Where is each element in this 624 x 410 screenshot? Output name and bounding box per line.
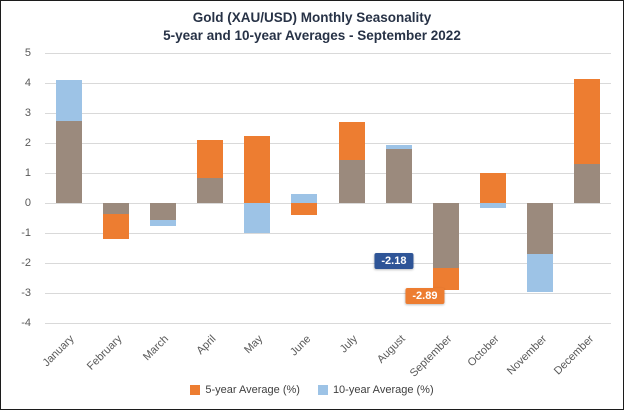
bar-segment [244, 203, 271, 233]
bar-segment [338, 122, 365, 160]
x-axis-label: July [337, 333, 361, 356]
legend-item: 10-year Average (%) [317, 384, 434, 396]
bar-segment [385, 144, 412, 149]
y-tick-label: -2 [21, 257, 31, 269]
bar-segment [55, 120, 82, 203]
gridline [45, 263, 611, 264]
bar-segment [55, 80, 82, 121]
bar-segment [574, 164, 601, 203]
gridline [45, 293, 611, 294]
legend-label: 10-year Average (%) [332, 384, 434, 396]
bar-segment [291, 194, 318, 203]
bar-segment [149, 203, 176, 220]
x-axis-label: April [194, 333, 219, 358]
chart-subtitle: 5-year and 10-year Averages - September … [163, 28, 461, 43]
x-axis-label: August [374, 333, 408, 366]
x-axis-label: May [242, 333, 266, 357]
plot-area: -2.18 -2.89 [45, 53, 611, 324]
gridline [45, 233, 611, 234]
bar-segment [197, 177, 224, 203]
y-tick-label: 3 [24, 107, 31, 119]
gridline [45, 113, 611, 114]
legend-swatch-icon [317, 385, 328, 395]
bar-segment [480, 173, 507, 203]
gridline [45, 323, 611, 324]
gridline [45, 83, 611, 84]
annotation-callout: -2.89 [405, 287, 445, 304]
y-axis: 5 4 3 2 1 0 -1 -2 -3 -4 [1, 47, 39, 329]
bar-segment [385, 149, 412, 203]
bar-segment [527, 254, 554, 292]
bar-segment [432, 268, 459, 290]
x-axis-label: December [551, 333, 596, 378]
bar-segment [244, 135, 271, 203]
x-axis-label: March [141, 333, 172, 364]
bar-segment [574, 78, 601, 164]
x-axis-label: February [84, 333, 125, 373]
bar-segment [480, 203, 507, 208]
gridline [45, 53, 611, 54]
gridline [45, 203, 611, 204]
x-axis-label: June [287, 333, 313, 359]
chart-title: Gold (XAU/USD) Monthly Seasonality [192, 10, 432, 25]
x-axis-label: September [407, 333, 455, 380]
bar-segment [338, 159, 365, 203]
gridline [45, 143, 611, 144]
y-tick-label: 5 [24, 47, 31, 59]
gridline [45, 173, 611, 174]
y-tick-label: -4 [21, 317, 31, 329]
y-tick-label: 2 [24, 137, 31, 149]
y-tick-label: -1 [21, 227, 31, 239]
annotation-callout: -2.18 [374, 253, 414, 270]
x-axis: January February March April May June July Augu… [41, 328, 611, 380]
bar-segment [149, 219, 176, 226]
bar-segment [102, 203, 129, 214]
x-axis-label: November [504, 333, 549, 378]
legend-item: 5-year Average (%) [190, 384, 300, 396]
bar-segment [291, 203, 318, 215]
bar-segment [102, 213, 129, 239]
y-tick-label: 4 [24, 77, 31, 89]
legend-swatch-icon [190, 385, 201, 395]
x-axis-label: October [465, 333, 502, 370]
legend-label: 5-year Average (%) [205, 384, 300, 396]
bar-segment [432, 203, 459, 269]
y-tick-label: -3 [21, 287, 31, 299]
y-tick-label: 1 [24, 167, 31, 179]
x-axis-label: January [40, 333, 78, 370]
bar-segment [197, 140, 224, 178]
legend: 5-year Average (%) 10-year Average (%) [1, 380, 623, 400]
bar-segment [527, 203, 554, 254]
y-tick-label: 0 [24, 197, 31, 209]
